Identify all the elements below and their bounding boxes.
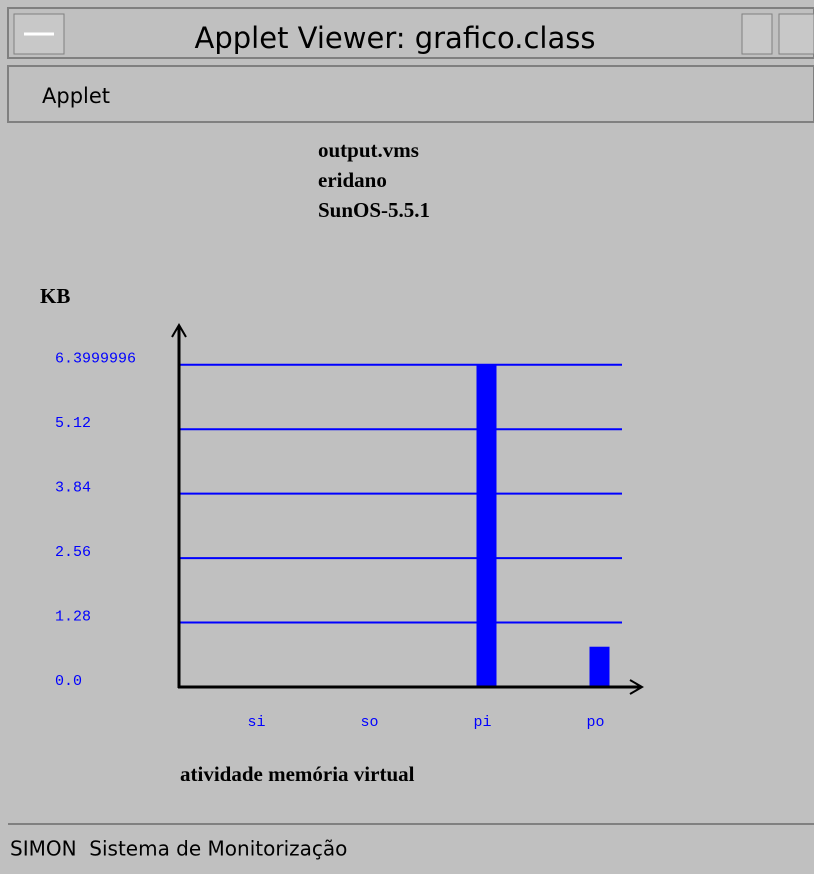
y-axis-label: KB xyxy=(40,284,70,308)
menu-bar xyxy=(7,65,814,123)
y-tick-label: 0.0 xyxy=(55,673,82,690)
x-axis-label: atividade memória virtual xyxy=(180,762,415,786)
y-tick-label: 2.56 xyxy=(55,544,91,561)
chart-title-line: eridano xyxy=(318,168,387,192)
window-title: Applet Viewer: grafico.class xyxy=(195,21,596,55)
y-tick-label: 1.28 xyxy=(55,609,91,626)
x-tick-label: si xyxy=(247,714,265,731)
bar xyxy=(476,364,497,687)
minimize-button[interactable] xyxy=(741,13,773,55)
x-tick-label: so xyxy=(360,714,378,731)
y-tick-label: 3.84 xyxy=(55,480,91,497)
x-tick-label: po xyxy=(586,714,604,731)
bar xyxy=(589,646,610,687)
y-tick-label: 6.3999996 xyxy=(55,351,136,368)
menu-item[interactable]: Applet xyxy=(42,84,110,108)
chart-title-line: output.vms xyxy=(318,138,419,162)
x-tick-label: pi xyxy=(473,714,491,731)
status-text: SIMON Sistema de Monitorização xyxy=(10,837,347,861)
y-tick-label: 5.12 xyxy=(55,415,91,432)
chart-title-line: SunOS-5.5.1 xyxy=(318,198,430,222)
plot: 0.0 1.28 2.56 3.84 5.12 6.3999996 si so pi po xyxy=(55,351,622,731)
axis-arrows xyxy=(171,323,644,695)
maximize-button[interactable] xyxy=(778,13,814,55)
title-bar xyxy=(7,7,814,59)
